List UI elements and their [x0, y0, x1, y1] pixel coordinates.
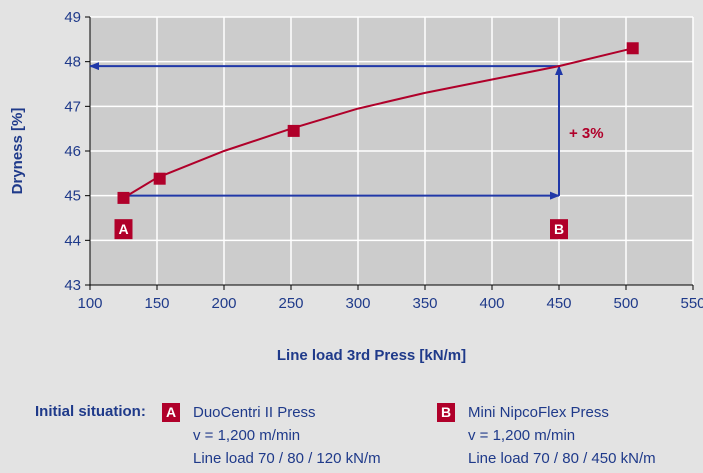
legend-item-a-name: DuoCentri II Press	[193, 404, 316, 421]
x-tick-label: 300	[345, 295, 370, 312]
annotation-text: + 3%	[569, 125, 604, 142]
legend-heading: Initial situation:	[35, 403, 146, 420]
y-tick-label: 46	[64, 143, 81, 160]
legend-item-a-line-load: Line load 70 / 80 / 120 kN/m	[193, 450, 381, 467]
x-axis-title: Line load 3rd Press [kN/m]	[277, 347, 466, 364]
marker-badge-b	[550, 219, 568, 240]
data-point-2	[287, 124, 300, 137]
y-tick-label: 49	[64, 9, 81, 26]
x-tick-label: 400	[479, 295, 504, 312]
x-tick-label: 550	[680, 295, 703, 312]
fit-curve	[122, 47, 633, 199]
x-tick-label: 150	[144, 295, 169, 312]
x-tick-label: 350	[412, 295, 437, 312]
x-tick-label: 200	[211, 295, 236, 312]
legend-badge-a: A	[162, 403, 180, 422]
chart: 43 44 45 46 47 48 49 100 150 200 250 300 350 400 450 50…	[9, 9, 703, 364]
data-point-1	[153, 172, 166, 185]
x-tick-label: 500	[613, 295, 638, 312]
legend: Initial situation: A DuoCentri II Press …	[0, 399, 703, 473]
data-point-0	[117, 191, 130, 204]
marker-label-a: A	[118, 221, 128, 237]
y-tick-label: 43	[64, 277, 81, 294]
x-tick-label: 450	[546, 295, 571, 312]
marker-label-b: B	[554, 221, 564, 237]
y-tick-label: 48	[64, 54, 81, 71]
x-tick-label: 250	[278, 295, 303, 312]
data-point-3	[626, 42, 639, 55]
legend-item-b-name: Mini NipcoFlex Press	[468, 404, 609, 421]
legend-item-b-speed: v = 1,200 m/min	[468, 427, 576, 444]
marker-badge-a	[114, 219, 133, 240]
x-tick-label: 100	[77, 295, 102, 312]
legend-item-a-speed: v = 1,200 m/min	[193, 427, 301, 444]
y-tick-label: 47	[64, 98, 81, 115]
y-tick-label: 44	[64, 232, 81, 249]
y-tick-label: 45	[64, 188, 81, 205]
legend-item-b-line-load: Line load 70 / 80 / 450 kN/m	[468, 450, 656, 467]
y-axis-title: Dryness [%]	[9, 108, 26, 195]
legend-badge-b: B	[437, 403, 455, 422]
